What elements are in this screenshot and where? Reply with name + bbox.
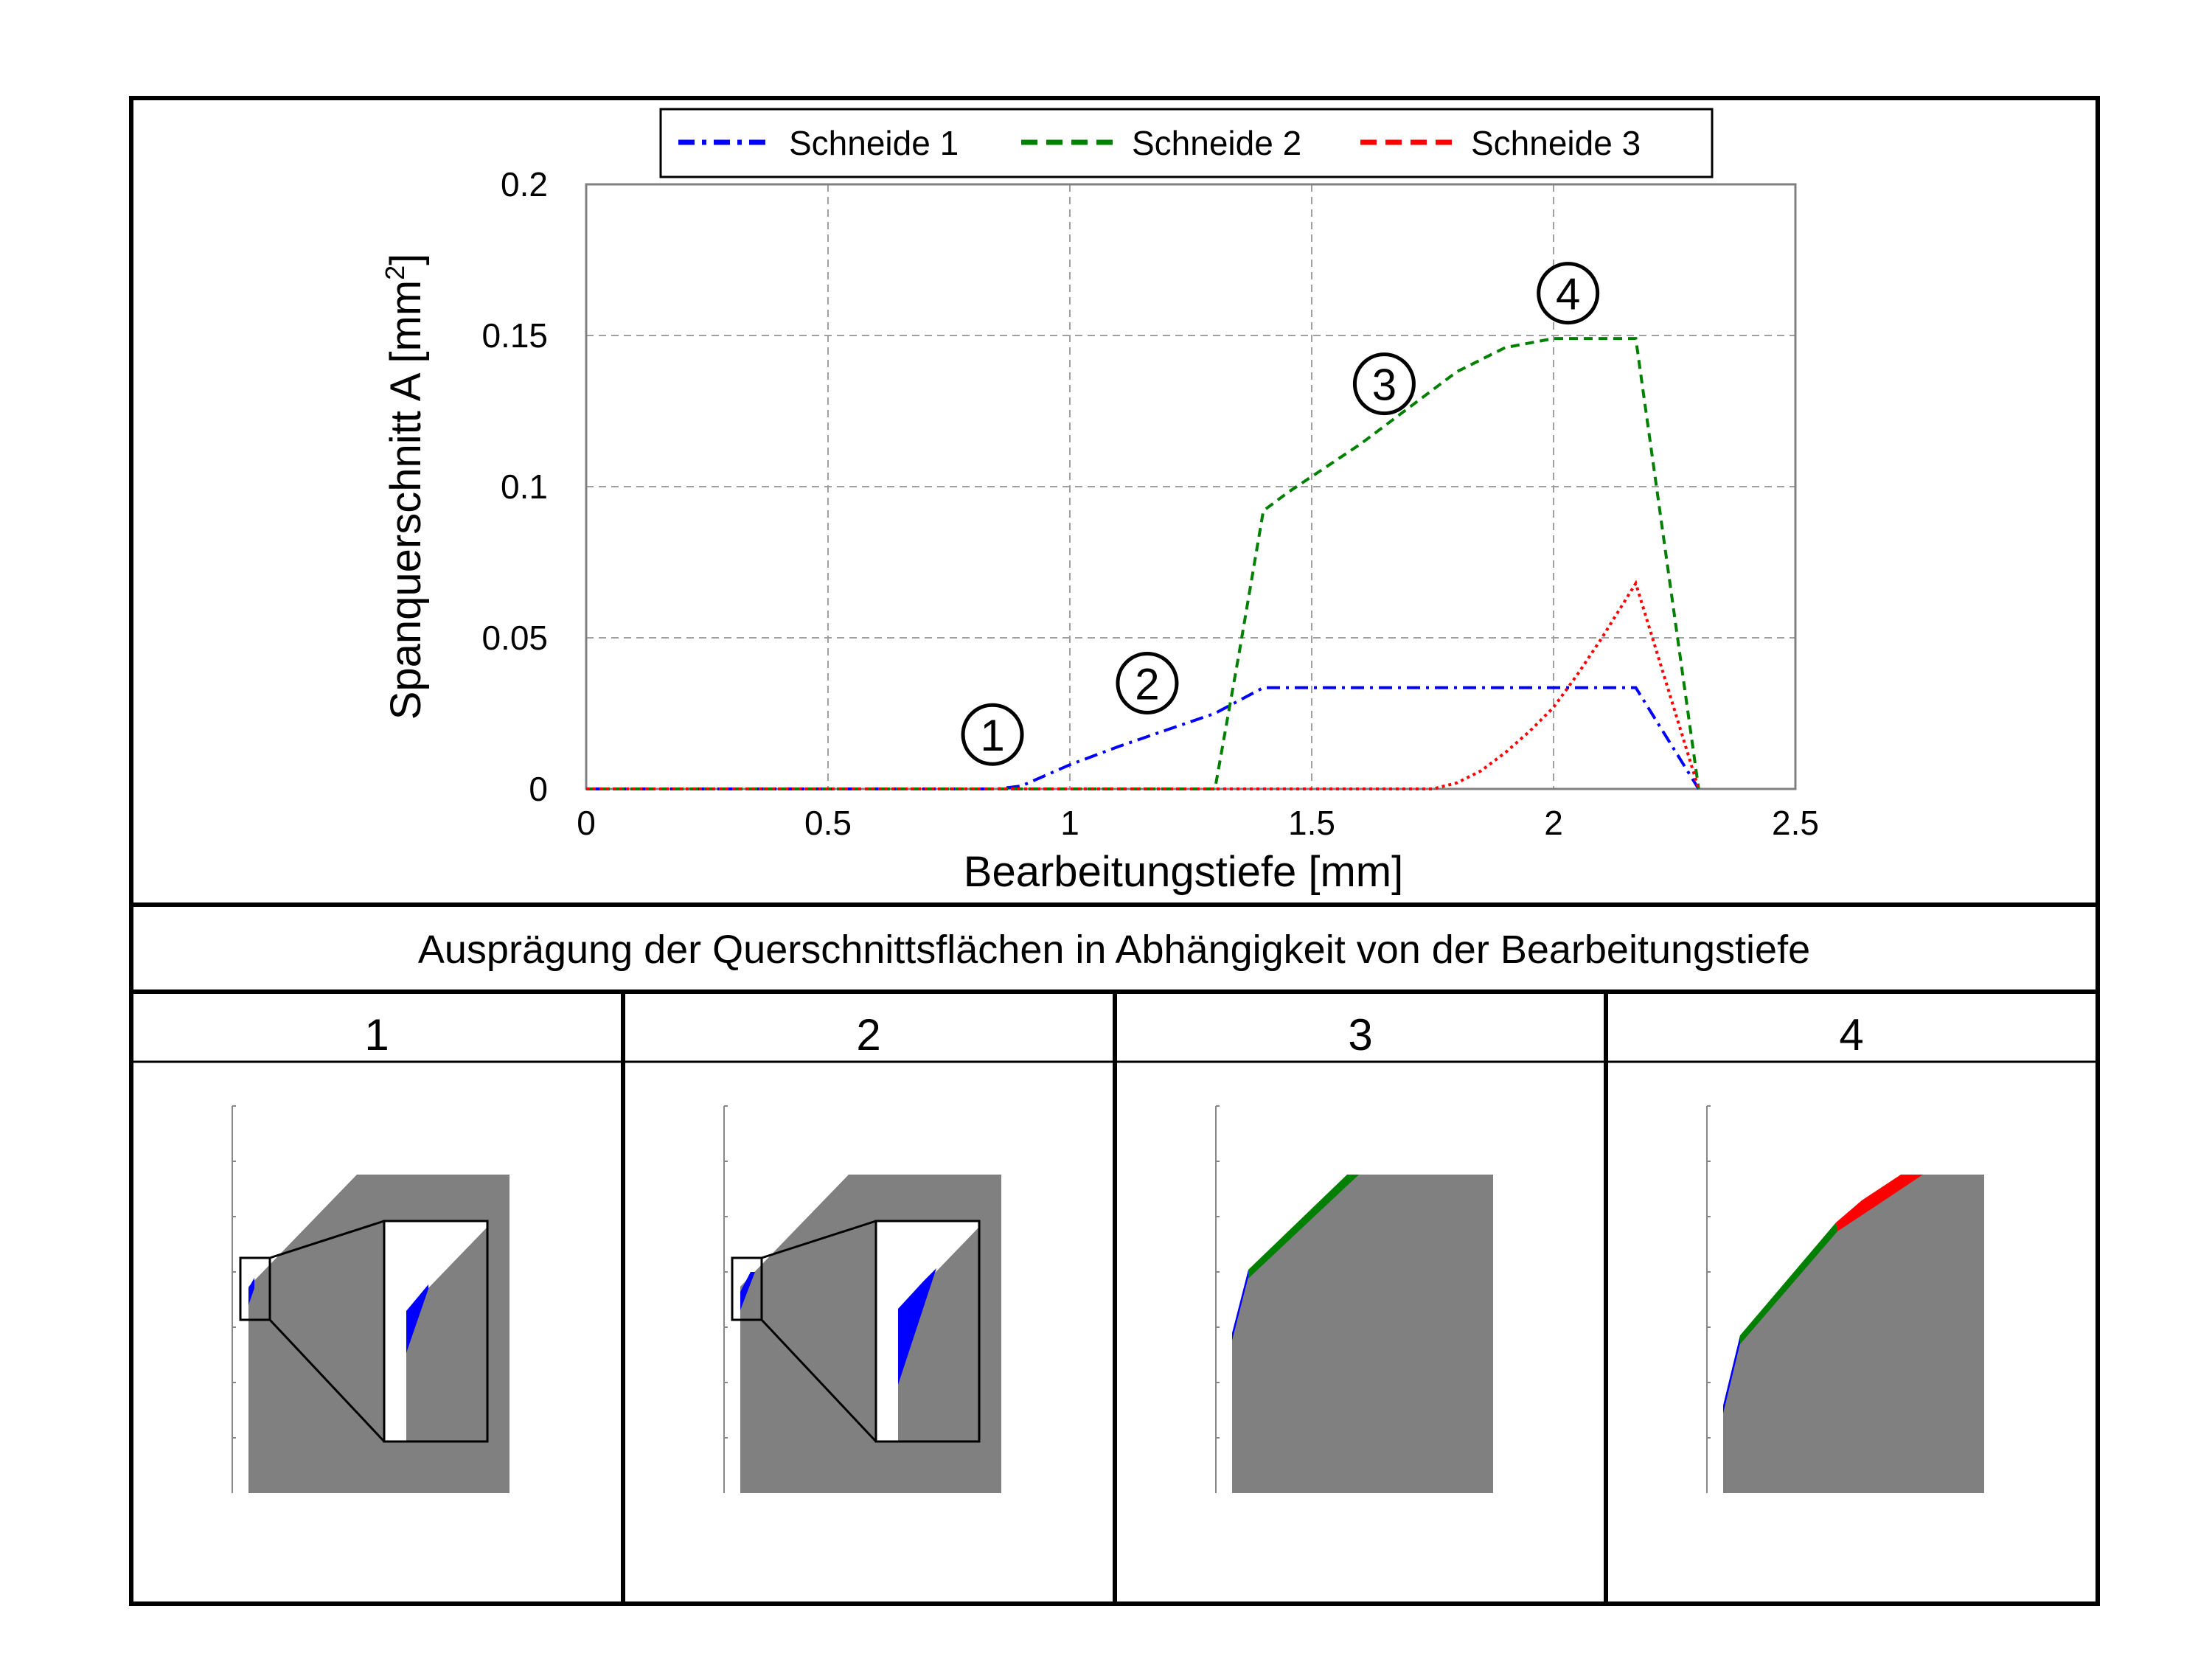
series-line-schneide-3 bbox=[586, 580, 1700, 790]
panel-2: 2 bbox=[723, 1010, 1001, 1493]
marker-label: 2 bbox=[1135, 660, 1159, 709]
y-tick-label: 0.05 bbox=[481, 619, 548, 657]
y-tick-label: 0.15 bbox=[481, 316, 548, 355]
panel-label: 1 bbox=[364, 1010, 389, 1060]
zoom-inset-border bbox=[383, 1220, 489, 1443]
panel-label: 4 bbox=[1839, 1010, 1863, 1060]
series-group bbox=[586, 337, 1700, 790]
marker-circle bbox=[1116, 652, 1179, 714]
chip-schneide-2 bbox=[1248, 1175, 1359, 1279]
zoom-connector bbox=[268, 1318, 386, 1443]
x-tick-label: 1.5 bbox=[1288, 804, 1335, 842]
legend-box bbox=[659, 108, 1714, 178]
marker-4: 4 bbox=[1537, 262, 1600, 325]
workpiece bbox=[1723, 1175, 1984, 1493]
series-line-schneide-1 bbox=[586, 686, 1700, 790]
zoom-area bbox=[239, 1256, 271, 1321]
workpiece bbox=[1232, 1175, 1493, 1493]
legend-label: Schneide 3 bbox=[1471, 124, 1641, 162]
markers-group: 1 2 3 4 bbox=[961, 262, 1600, 766]
x-tick-label: 1 bbox=[1060, 804, 1079, 842]
x-tick-label: 2 bbox=[1544, 804, 1563, 842]
inset-void bbox=[876, 1221, 979, 1441]
marker-2: 2 bbox=[1116, 652, 1179, 714]
panel-label: 3 bbox=[1348, 1010, 1372, 1060]
legend-item-3: Schneide 3 bbox=[1360, 124, 1641, 162]
y-axis: 0 0.05 0.1 0.15 0.2 bbox=[481, 165, 548, 808]
y-axis-label: Spanquerschnitt A [mm2] bbox=[380, 254, 430, 720]
legend-label: Schneide 1 bbox=[789, 124, 959, 162]
chip-schneide-3 bbox=[1836, 1175, 1923, 1231]
marker-1: 1 bbox=[961, 703, 1024, 766]
inset-chip-schneide-1 bbox=[406, 1284, 428, 1353]
series-line-schneide-2 bbox=[586, 337, 1700, 790]
zoom-inset-border bbox=[874, 1220, 981, 1443]
panel-4: 4 bbox=[1706, 1010, 1984, 1493]
x-axis-label: Bearbeitungstiefe [mm] bbox=[964, 848, 1403, 896]
zoom-connector bbox=[269, 1220, 385, 1259]
marker-label: 1 bbox=[980, 711, 1004, 760]
chip-schneide-1 bbox=[740, 1272, 755, 1310]
marker-label: 4 bbox=[1556, 270, 1580, 319]
legend-label: Schneide 2 bbox=[1132, 124, 1301, 162]
marker-circle bbox=[1537, 262, 1600, 325]
marker-label: 3 bbox=[1372, 361, 1397, 410]
legend-item-1: Schneide 1 bbox=[678, 124, 959, 162]
marker-circle bbox=[961, 703, 1024, 766]
chip-schneide-1 bbox=[248, 1278, 254, 1305]
panel-1: 1 bbox=[232, 1010, 509, 1493]
x-axis: 0 0.5 1 1.5 2 2.5 bbox=[577, 804, 1819, 842]
chip-schneide-1 bbox=[1723, 1335, 1740, 1413]
chip-schneide-1 bbox=[1232, 1270, 1248, 1340]
x-tick-label: 2.5 bbox=[1772, 804, 1819, 842]
panels: 1 2 3 4 bbox=[131, 992, 2098, 1604]
panel-label: 2 bbox=[856, 1010, 880, 1060]
chip-schneide-2 bbox=[1740, 1222, 1837, 1344]
chart: 0 0.5 1 1.5 2 2.5 0 0.05 0.1 0.15 0.2 1 2 3 4 Bearbe… bbox=[380, 108, 1819, 896]
x-tick-label: 0.5 bbox=[804, 804, 852, 842]
grid bbox=[586, 184, 1795, 789]
x-tick-label: 0 bbox=[577, 804, 596, 842]
inset-void bbox=[384, 1221, 487, 1441]
zoom-connector bbox=[761, 1220, 877, 1259]
panel-3: 3 bbox=[1215, 1010, 1493, 1493]
y-tick-label: 0 bbox=[529, 770, 548, 808]
marker-circle bbox=[1352, 352, 1416, 416]
y-tick-label: 0.1 bbox=[501, 467, 548, 506]
zoom-connector bbox=[760, 1318, 877, 1443]
zoom-area bbox=[731, 1256, 763, 1321]
caption: Ausprägung der Querschnittsflächen in Ab… bbox=[418, 928, 1810, 972]
legend: Schneide 1 Schneide 2 Schneide 3 bbox=[659, 108, 1714, 178]
marker-3: 3 bbox=[1352, 352, 1416, 416]
y-tick-label: 0.2 bbox=[501, 165, 548, 204]
inset-chip-schneide-1 bbox=[898, 1268, 936, 1385]
legend-item-2: Schneide 2 bbox=[1021, 124, 1301, 162]
